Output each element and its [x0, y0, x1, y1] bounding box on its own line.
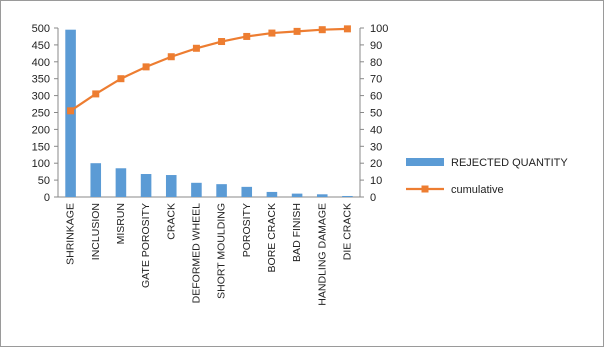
cumulative-point: [268, 29, 276, 37]
cumulative-point: [67, 107, 75, 115]
x-category-label: INCLUSION: [90, 203, 102, 260]
y-left-tick-label: 400: [32, 57, 50, 69]
y-left-tick-label: 0: [44, 192, 50, 204]
y-left-tick-label: 350: [32, 74, 50, 86]
cumulative-point: [167, 53, 175, 61]
y-right-tick-label: 0: [370, 192, 376, 204]
y-left-tick-label: 250: [32, 108, 50, 120]
legend-label-cumulative: cumulative: [451, 184, 504, 196]
legend-swatch-rejected-quantity: [406, 158, 444, 166]
bar-inclusion: [90, 163, 102, 197]
cumulative-line: [69, 27, 348, 112]
x-category-label: GATE POROSITY: [140, 203, 152, 288]
x-category-label: POROSITY: [241, 203, 253, 257]
y-right-tick-label: 20: [370, 158, 382, 170]
legend-marker-cumulative: [421, 185, 429, 193]
y-right-tick-label: 80: [370, 57, 382, 69]
cumulative-point: [192, 44, 200, 52]
bar-deformed-wheel: [191, 182, 202, 197]
y-right-tick-label: 60: [370, 91, 382, 103]
y-right-tick-label: 30: [370, 141, 382, 153]
x-category-label: HANDLING DAMAGE: [316, 203, 328, 306]
bar-handling-damage: [316, 194, 328, 197]
x-category-label: DIE CRACK: [341, 203, 353, 260]
y-left-tick-label: 50: [38, 175, 50, 187]
cumulative-point: [243, 32, 251, 40]
x-category-label: DEFORMED WHEEL: [190, 203, 202, 303]
legend-label-rejected-quantity: REJECTED QUANTITY: [451, 157, 568, 169]
y-right-tick-label: 10: [370, 175, 382, 187]
y-right-tick-label: 70: [370, 74, 382, 86]
cumulative-point: [318, 26, 326, 34]
y-left-tick-label: 200: [32, 124, 50, 136]
bar-bad-finish: [291, 193, 303, 197]
bar-misrun: [115, 168, 127, 197]
cumulative-point: [218, 38, 226, 46]
y-left-tick-label: 300: [32, 91, 50, 103]
y-right-tick-label: 90: [370, 40, 382, 52]
cumulative-point: [293, 27, 301, 35]
y-right-tick-label: 100: [370, 23, 388, 35]
x-category-label: CRACK: [165, 203, 177, 240]
x-category-label: SHRINKAGE: [65, 203, 77, 265]
cumulative-point: [117, 75, 125, 83]
bar-crack: [165, 175, 177, 197]
x-category-label: BAD FINISH: [291, 203, 303, 262]
bar-porosity: [241, 186, 253, 197]
cumulative-point: [343, 25, 351, 33]
x-category-label: SHORT MOULDING: [216, 203, 228, 299]
y-left-tick-label: 450: [32, 40, 50, 52]
cumulative-point: [142, 63, 150, 71]
y-right-tick-label: 50: [370, 108, 382, 120]
y-right-tick-label: 40: [370, 124, 382, 136]
bar-short-moulding: [216, 184, 227, 197]
bar-gate-porosity: [140, 174, 152, 197]
x-category-label: MISRUN: [115, 203, 127, 244]
y-left-tick-label: 500: [32, 23, 50, 35]
cumulative-point: [92, 90, 100, 98]
x-category-label: BORE CRACK: [266, 203, 278, 272]
y-left-tick-label: 100: [32, 158, 50, 170]
bar-bore-crack: [266, 191, 278, 197]
bar-die-crack: [342, 195, 353, 197]
y-left-tick-label: 150: [32, 141, 50, 153]
